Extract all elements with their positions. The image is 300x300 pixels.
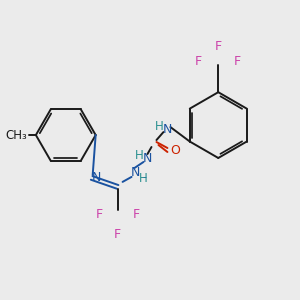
Text: N: N [163, 123, 172, 136]
Text: H: H [155, 120, 164, 133]
Text: H: H [135, 149, 144, 163]
Text: O: O [170, 143, 180, 157]
Text: F: F [195, 55, 202, 68]
Text: F: F [234, 55, 241, 68]
Text: F: F [133, 208, 140, 221]
Text: CH₃: CH₃ [5, 128, 27, 142]
Text: F: F [114, 228, 121, 241]
Text: N: N [131, 167, 140, 179]
Text: H: H [139, 172, 148, 185]
Text: ⁻: ⁻ [142, 174, 147, 183]
Text: N: N [92, 171, 101, 184]
Text: F: F [215, 40, 222, 53]
Text: F: F [95, 208, 103, 221]
Text: N: N [143, 152, 152, 166]
